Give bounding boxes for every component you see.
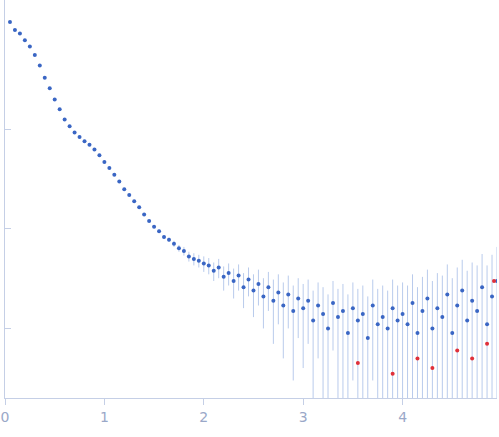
svg-text:0: 0 — [1, 409, 10, 425]
svg-text:2: 2 — [199, 409, 208, 425]
svg-text:1: 1 — [100, 409, 109, 425]
svg-text:4: 4 — [398, 409, 407, 425]
svg-text:3: 3 — [299, 409, 308, 425]
